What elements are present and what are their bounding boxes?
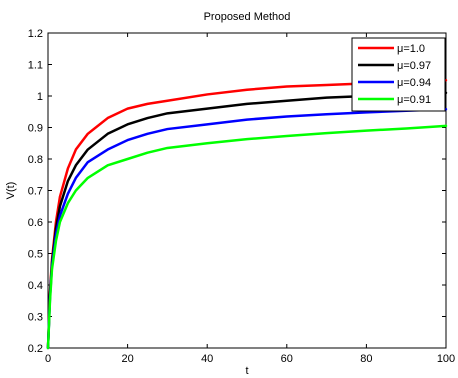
y-tick-label: 1 — [37, 91, 43, 103]
y-axis: 0.2 0.3 0.4 0.5 0.6 0.7 0.8 0.9 1 1.1 1.2 — [28, 28, 446, 355]
y-tick-label: 0.8 — [28, 154, 43, 166]
x-tick-label: 80 — [360, 353, 372, 365]
x-tick-label: 0 — [45, 353, 51, 365]
y-tick-label: 1.1 — [28, 60, 43, 72]
y-tick-label: 0.9 — [28, 123, 43, 135]
series-line-2 — [46, 91, 448, 350]
y-tick-label: 0.6 — [28, 217, 43, 229]
x-axis: 0 20 40 60 80 100 — [45, 33, 455, 365]
x-tick-label: 60 — [281, 353, 293, 365]
series-line-3 — [46, 107, 448, 350]
y-axis-label: V(t) — [5, 182, 17, 200]
series-line-4 — [46, 124, 448, 350]
chart-title: Proposed Method — [204, 11, 291, 23]
y-tick-label: 0.5 — [28, 249, 43, 261]
legend-label-2: μ=0.97 — [397, 60, 431, 72]
legend-label-4: μ=0.91 — [397, 94, 431, 106]
y-tick-label: 1.2 — [28, 28, 43, 40]
y-tick-label: 0.3 — [28, 312, 43, 324]
x-tick-label: 20 — [121, 353, 133, 365]
x-axis-label: t — [245, 365, 248, 377]
x-tick-label: 40 — [201, 353, 213, 365]
legend-label-1: μ=1.0 — [397, 43, 425, 55]
legend-label-3: μ=0.94 — [397, 77, 431, 89]
series-lines — [46, 79, 448, 350]
legend: μ=1.0 μ=0.97 μ=0.94 μ=0.91 — [351, 37, 446, 112]
y-tick-label: 0.7 — [28, 186, 43, 198]
y-tick-label: 0.4 — [28, 280, 43, 292]
y-tick-label: 0.2 — [28, 343, 43, 355]
x-tick-label: 100 — [437, 353, 455, 365]
